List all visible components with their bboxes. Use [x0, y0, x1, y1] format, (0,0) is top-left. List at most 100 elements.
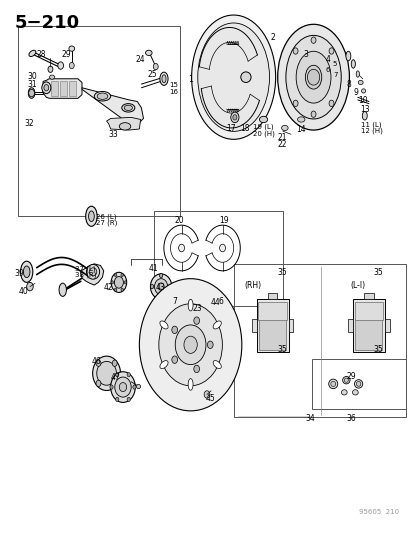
Circle shape	[112, 360, 117, 366]
Text: 7: 7	[172, 297, 177, 305]
Circle shape	[127, 397, 130, 401]
Circle shape	[230, 112, 238, 123]
Circle shape	[121, 288, 123, 291]
Text: 40: 40	[19, 287, 28, 296]
Ellipse shape	[88, 211, 94, 222]
Polygon shape	[82, 88, 143, 125]
Text: 35: 35	[277, 345, 287, 354]
Bar	[258, 302, 286, 320]
Text: 32: 32	[24, 119, 34, 128]
Ellipse shape	[114, 377, 131, 397]
Ellipse shape	[97, 93, 107, 99]
Ellipse shape	[159, 321, 168, 329]
Bar	[153, 211, 282, 306]
Circle shape	[232, 115, 236, 120]
Ellipse shape	[97, 361, 116, 385]
Ellipse shape	[86, 264, 100, 279]
Text: 36: 36	[346, 414, 355, 423]
Ellipse shape	[188, 378, 192, 390]
Text: 42: 42	[104, 284, 113, 293]
Text: 11 (L): 11 (L)	[360, 121, 380, 127]
Ellipse shape	[341, 390, 347, 395]
Ellipse shape	[297, 117, 304, 122]
Ellipse shape	[110, 372, 135, 402]
Text: (RH): (RH)	[243, 281, 260, 290]
Bar	[69, 82, 76, 96]
Circle shape	[109, 385, 113, 389]
Text: 17: 17	[226, 124, 236, 133]
Ellipse shape	[356, 382, 360, 386]
Circle shape	[204, 391, 209, 398]
Ellipse shape	[259, 116, 267, 123]
Bar	[352, 300, 384, 352]
Text: 29: 29	[346, 372, 355, 381]
Ellipse shape	[213, 361, 221, 369]
Circle shape	[115, 373, 119, 377]
Ellipse shape	[350, 60, 354, 68]
Text: 37 (L): 37 (L)	[75, 265, 95, 272]
Text: 30: 30	[27, 72, 37, 81]
Text: 5−210: 5−210	[14, 14, 79, 32]
Ellipse shape	[94, 92, 110, 101]
Text: (L-I): (L-I)	[349, 281, 365, 290]
Ellipse shape	[344, 378, 348, 382]
Ellipse shape	[295, 51, 330, 103]
Ellipse shape	[119, 123, 131, 130]
Ellipse shape	[28, 88, 35, 98]
Ellipse shape	[277, 25, 349, 130]
Bar	[311, 359, 405, 409]
Ellipse shape	[351, 390, 357, 395]
Ellipse shape	[285, 35, 340, 119]
Circle shape	[328, 100, 333, 107]
Ellipse shape	[21, 261, 33, 282]
Bar	[354, 318, 382, 350]
Text: 8: 8	[346, 80, 350, 90]
Ellipse shape	[357, 80, 362, 85]
Circle shape	[292, 100, 297, 107]
Ellipse shape	[361, 111, 366, 120]
Circle shape	[193, 365, 199, 373]
Ellipse shape	[150, 274, 171, 300]
Ellipse shape	[121, 103, 135, 112]
Text: 46: 46	[91, 358, 101, 367]
Ellipse shape	[119, 383, 126, 392]
Ellipse shape	[197, 23, 269, 131]
Text: 19: 19	[219, 216, 228, 225]
Circle shape	[124, 281, 126, 284]
Circle shape	[168, 285, 171, 289]
Ellipse shape	[50, 75, 55, 79]
Circle shape	[111, 281, 113, 284]
Circle shape	[112, 380, 117, 386]
Circle shape	[207, 341, 213, 349]
Bar	[347, 319, 352, 332]
Text: 9: 9	[353, 88, 358, 97]
Text: 35: 35	[372, 268, 382, 277]
Ellipse shape	[69, 46, 74, 51]
Text: 18: 18	[240, 124, 249, 133]
Text: 23: 23	[192, 303, 202, 312]
Circle shape	[159, 273, 162, 278]
Ellipse shape	[154, 279, 167, 295]
Text: 39: 39	[14, 269, 24, 278]
Circle shape	[26, 282, 33, 291]
Text: 20 (H): 20 (H)	[252, 130, 274, 136]
Text: 22: 22	[277, 140, 286, 149]
Circle shape	[139, 279, 241, 411]
Circle shape	[219, 244, 225, 252]
Ellipse shape	[355, 71, 358, 77]
Text: 44: 44	[210, 298, 219, 307]
Ellipse shape	[145, 50, 152, 55]
Ellipse shape	[330, 381, 335, 386]
Text: 12 (H): 12 (H)	[360, 128, 382, 134]
Ellipse shape	[111, 272, 126, 293]
Ellipse shape	[159, 361, 168, 369]
Circle shape	[159, 304, 222, 386]
Text: 47: 47	[110, 373, 120, 382]
Circle shape	[183, 336, 197, 353]
Text: 13: 13	[360, 105, 369, 114]
Ellipse shape	[328, 379, 337, 389]
Text: 34: 34	[305, 414, 314, 423]
Text: 45: 45	[205, 394, 215, 403]
Text: 16: 16	[169, 90, 178, 95]
Circle shape	[114, 273, 116, 277]
